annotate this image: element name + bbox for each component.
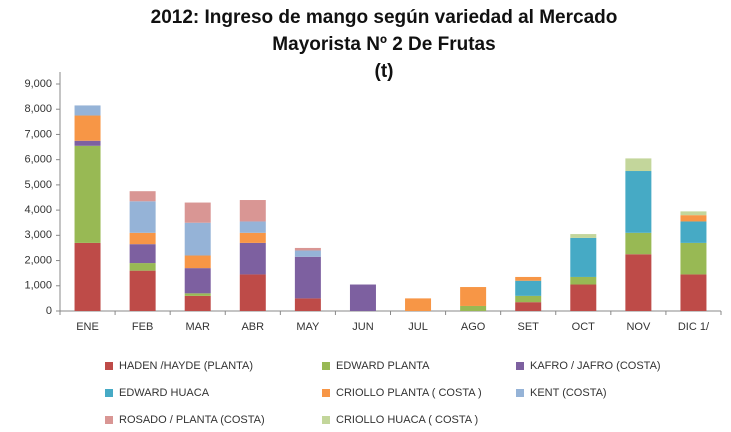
bar-segment [129,263,156,271]
bar-segment [349,284,376,311]
x-tick-label: JUL [408,321,428,333]
bar-segment [570,234,597,238]
x-tick-label: OCT [572,321,596,333]
bar-segment [680,274,707,311]
legend-label: ROSADO / PLANTA (COSTA) [119,414,265,426]
bar-segment [239,232,266,243]
bar-segment [570,276,597,285]
bar-segment [184,293,211,296]
bar-segment [74,145,101,243]
bar-segment [680,211,707,216]
chart-title: Mayorista Nº 2 De Frutas [272,34,495,55]
bar-segment [460,305,487,311]
bar-segment [515,280,542,296]
legend-label: CRIOLLO PLANTA ( COSTA ) [336,387,482,399]
bar-segment [625,158,652,172]
x-tick-label: DIC 1/ [678,321,710,333]
legend-swatch [105,416,113,424]
legend-swatch [516,362,524,370]
bar-segment [239,221,266,233]
legend-label: EDWARD PLANTA [336,360,430,372]
x-tick-label: ENE [76,321,99,333]
bar-segment [129,201,156,233]
legend-label: EDWARD HUACA [119,387,210,399]
bar-segment [74,115,101,141]
bar-segment [460,287,487,306]
bar-segment [184,295,211,311]
bar-segment [294,298,321,311]
legend-label: KENT (COSTA) [530,387,607,399]
bar-segment [625,171,652,233]
legend-swatch [105,362,113,370]
bar-segment [680,242,707,275]
y-tick-label: 1,000 [24,280,52,292]
bar-segment [74,105,101,116]
bar-segment [515,295,542,303]
bar-segment [680,221,707,243]
bar-segment [239,200,266,222]
x-tick-label: JUN [352,321,373,333]
x-tick-label: ABR [241,321,264,333]
y-tick-label: 9,000 [24,78,52,90]
bar-segment [570,284,597,311]
legend-swatch [105,389,113,397]
legend-swatch [322,416,330,424]
bar-segment [74,242,101,311]
x-tick-label: NOV [626,321,651,333]
bar-segment [405,298,432,311]
x-tick-label: MAR [185,321,210,333]
y-tick-label: 7,000 [24,128,52,140]
y-tick-label: 2,000 [24,254,52,266]
legend-label: HADEN /HAYDE (PLANTA) [119,360,253,372]
bar-segment [294,250,321,257]
bar-segment [184,255,211,269]
bar-segment [74,140,101,146]
y-tick-label: 0 [46,305,52,317]
chart-title: 2012: Ingreso de mango según variedad al… [151,7,618,28]
bar-segment [184,202,211,223]
legend-swatch [322,362,330,370]
bar-segment [570,237,597,277]
bar-segment [515,276,542,281]
y-tick-label: 5,000 [24,179,52,191]
bar-segment [680,215,707,222]
x-tick-label: AGO [461,321,486,333]
legend-label: KAFRO / JAFRO (COSTA) [530,360,661,372]
y-tick-label: 3,000 [24,229,52,241]
bar-segment [294,256,321,299]
x-tick-label: SET [518,321,540,333]
bar-segment [625,232,652,255]
y-tick-label: 6,000 [24,154,52,166]
legend-swatch [516,389,524,397]
x-tick-label: FEB [132,321,153,333]
bar-segment [625,254,652,311]
bar-segment [294,247,321,251]
bar-segment [515,302,542,311]
chart-title: (t) [375,61,394,82]
bar-segment [239,242,266,275]
legend-label: CRIOLLO HUACA ( COSTA ) [336,414,478,426]
bar-segment [129,191,156,202]
bar-segment [129,232,156,245]
bar-segment [184,268,211,294]
legend-swatch [322,389,330,397]
y-tick-label: 4,000 [24,204,52,216]
x-tick-label: MAY [296,321,320,333]
bar-segment [184,222,211,256]
bar-segment [129,270,156,311]
bar-segment [239,274,266,311]
y-tick-label: 8,000 [24,103,52,115]
bar-segment [129,244,156,264]
